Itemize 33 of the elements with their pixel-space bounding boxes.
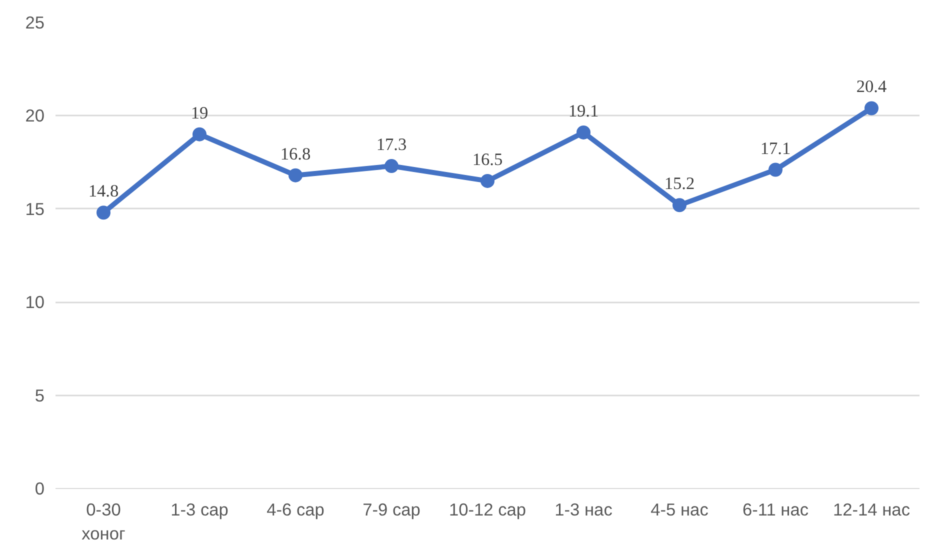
x-tick-label: 6-11 нас — [742, 500, 809, 520]
x-tick-label: 4-6 сар — [266, 500, 324, 520]
data-label: 14.8 — [88, 182, 119, 201]
point — [672, 198, 686, 212]
x-tick-label: 0-30 хоног — [82, 500, 126, 544]
x-tick-label: 1-3 сар — [170, 500, 228, 520]
point — [192, 127, 206, 142]
x-tick-label: 7-9 сар — [362, 500, 420, 520]
point — [288, 168, 302, 182]
data-label: 17.1 — [760, 138, 791, 158]
data-label: 19 — [190, 103, 208, 122]
x-tick-label: 12-14 нас — [833, 500, 910, 520]
data-label: 19.1 — [568, 101, 599, 120]
y-tick-label: 25 — [25, 12, 45, 32]
data-label: 17.3 — [376, 135, 407, 154]
point — [480, 174, 494, 188]
point — [96, 206, 110, 220]
y-tick-label: 0 — [34, 478, 45, 498]
data-label: 16.8 — [280, 144, 311, 164]
x-tick-label: 1-3 нас — [554, 500, 613, 520]
data-label: 15.2 — [664, 174, 695, 194]
x-tick-label: 4-5 нас — [650, 500, 709, 520]
point — [576, 125, 590, 140]
y-tick-label: 15 — [25, 198, 45, 219]
y-tick-label: 10 — [25, 292, 45, 312]
point — [384, 159, 398, 174]
data-label: 20.4 — [856, 77, 887, 96]
point — [768, 162, 782, 177]
point — [864, 101, 878, 116]
y-tick-label: 20 — [25, 106, 45, 126]
data-label: 16.5 — [472, 150, 503, 169]
x-tick-label: 10-12 сар — [448, 500, 526, 520]
y-tick-label: 5 — [34, 385, 45, 406]
